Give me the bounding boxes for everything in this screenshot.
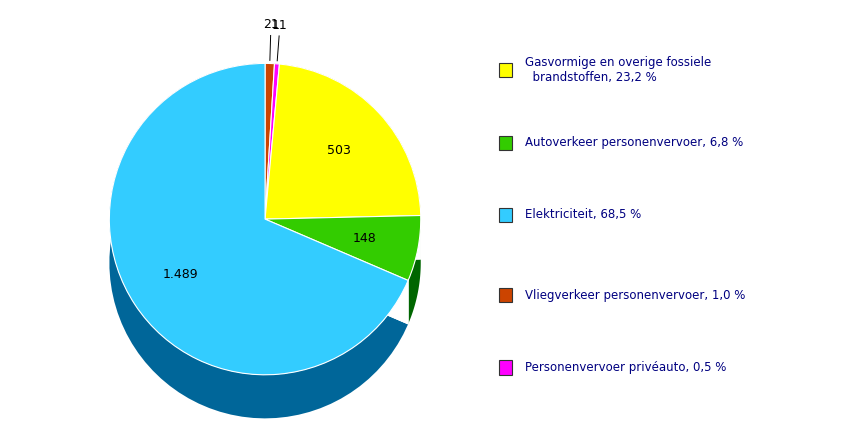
Polygon shape [265,63,274,107]
Text: Personenvervoer privéauto, 0,5 %: Personenvervoer privéauto, 0,5 % [525,361,726,374]
Wedge shape [109,63,408,375]
Text: 1.489: 1.489 [162,268,198,281]
Bar [499,208,512,222]
Text: Autoverkeer personenvervoer, 6,8 %: Autoverkeer personenvervoer, 6,8 % [525,136,743,149]
Wedge shape [265,64,421,219]
Polygon shape [274,64,280,107]
Wedge shape [265,63,274,219]
Polygon shape [265,219,408,324]
Bar [499,360,512,375]
Polygon shape [265,215,421,263]
Polygon shape [265,215,421,263]
Text: Vliegverkeer personenvervoer, 1,0 %: Vliegverkeer personenvervoer, 1,0 % [525,289,745,302]
Polygon shape [109,63,408,418]
Bar [499,63,512,78]
Text: 503: 503 [327,144,351,157]
Bar [499,136,512,150]
Text: 148: 148 [352,232,376,245]
Text: Elektriciteit, 68,5 %: Elektriciteit, 68,5 % [525,208,641,222]
Wedge shape [265,64,280,219]
Polygon shape [265,219,408,324]
Text: Gasvormige en overige fossiele
  brandstoffen, 23,2 %: Gasvormige en overige fossiele brandstof… [525,57,711,84]
Polygon shape [280,64,421,259]
Wedge shape [265,215,421,281]
Polygon shape [408,215,421,324]
Text: 21: 21 [263,18,279,31]
Bar [499,288,512,302]
Text: 11: 11 [272,19,288,32]
